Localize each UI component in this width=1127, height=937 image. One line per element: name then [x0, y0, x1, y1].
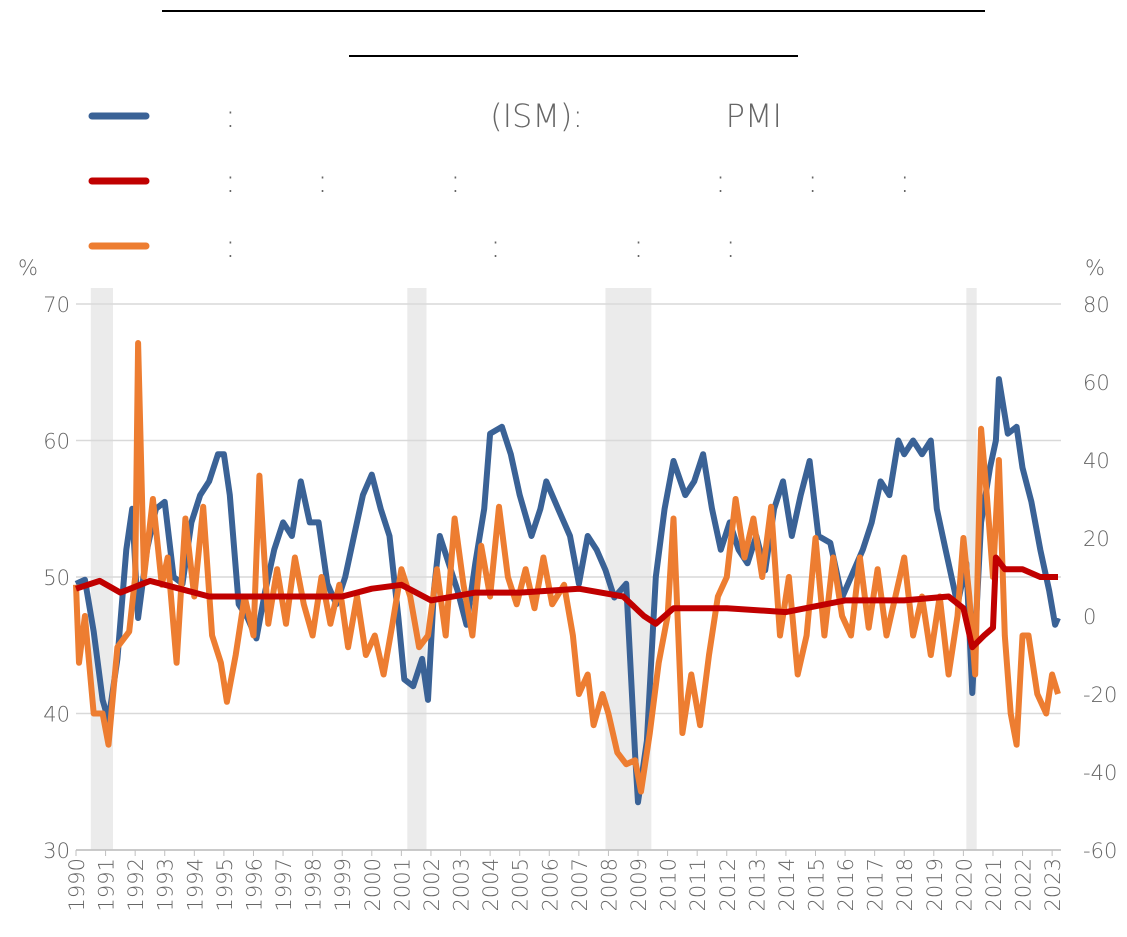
- x-tick-label: 1993: [154, 858, 178, 911]
- x-tick-label: 2007: [568, 858, 592, 911]
- series-line: [74, 376, 1061, 806]
- y2-tick-label: 40: [1083, 449, 1110, 473]
- y-unit-label: %: [18, 256, 38, 280]
- x-tick-label: 2021: [982, 858, 1006, 911]
- x-tick-label: 2001: [390, 858, 414, 911]
- legend-label: : (ISM): PMI: [225, 97, 782, 135]
- x-tick-label: 2017: [864, 858, 888, 911]
- y2-tick-label: 80: [1083, 293, 1110, 317]
- x-tick-label: 1994: [183, 858, 207, 911]
- y-tick-label: 60: [43, 430, 70, 454]
- x-tick-label: 2014: [775, 858, 799, 911]
- x-tick-label: 2023: [1041, 858, 1065, 911]
- y2-tick-label: -40: [1083, 761, 1117, 785]
- x-tick-label: 2008: [597, 858, 621, 911]
- y2-tick-label: -20: [1083, 683, 1117, 707]
- x-tick-label: 2013: [745, 858, 769, 911]
- legend-label: : : : : : :: [225, 162, 910, 200]
- x-tick-label: 1992: [124, 858, 148, 911]
- x-tick-label: 2009: [627, 858, 651, 911]
- x-tick-label: 2015: [804, 858, 828, 911]
- x-tick-label: 2005: [509, 858, 533, 911]
- series-line: [73, 340, 1061, 795]
- recession-band: [90, 288, 113, 850]
- x-tick-label: 2011: [686, 858, 710, 911]
- x-tick-label: 2019: [923, 858, 947, 911]
- y-tick-label: 50: [43, 566, 70, 590]
- x-tick-label: 2012: [716, 858, 740, 911]
- x-tick-label: 2004: [479, 858, 503, 911]
- x-tick-label: 2016: [834, 858, 858, 911]
- y2-tick-label: -60: [1083, 839, 1117, 863]
- y-tick-label: 70: [43, 293, 70, 317]
- y-tick-label: 40: [43, 703, 70, 727]
- x-tick-label: 1997: [272, 858, 296, 911]
- x-tick-label: 1995: [213, 858, 237, 911]
- x-tick-label: 2010: [657, 858, 681, 911]
- x-tick-label: 2006: [538, 858, 562, 911]
- x-tick-label: 2003: [450, 858, 474, 911]
- x-tick-label: 2018: [893, 858, 917, 911]
- x-tick-label: 1991: [95, 858, 119, 911]
- series-line: [75, 554, 1058, 651]
- x-tick-label: 1998: [302, 858, 326, 911]
- legend-label: : : : :: [225, 227, 736, 265]
- x-tick-label: 2022: [1012, 858, 1036, 911]
- x-tick-label: 2020: [952, 858, 976, 911]
- y2-tick-label: 60: [1083, 371, 1110, 395]
- x-tick-label: 1996: [242, 858, 266, 911]
- recession-band: [407, 288, 427, 850]
- x-tick-label: 1999: [331, 858, 355, 911]
- y2-unit-label: %: [1085, 256, 1105, 280]
- x-tick-label: 2002: [420, 858, 444, 911]
- x-tick-label: 2000: [361, 858, 385, 911]
- y-tick-label: 30: [43, 839, 70, 863]
- x-tick-label: 1990: [65, 858, 89, 911]
- recession-band: [966, 288, 977, 850]
- y2-tick-label: 20: [1083, 527, 1110, 551]
- y2-tick-label: 0: [1083, 605, 1096, 629]
